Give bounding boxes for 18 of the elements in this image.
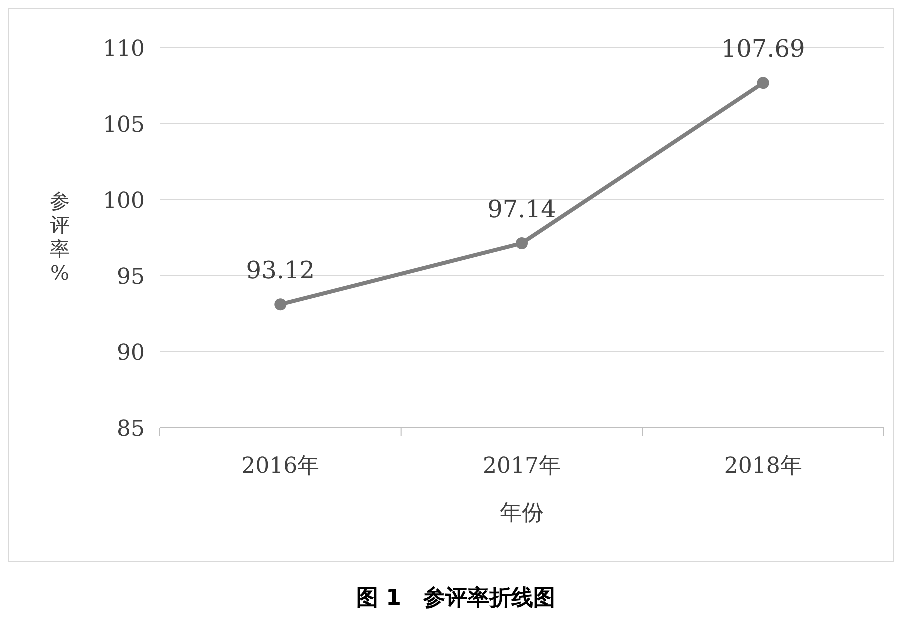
point	[757, 77, 770, 90]
y-tick-label: 110	[103, 37, 145, 62]
y-axis-title: 参评率%	[50, 189, 70, 285]
point	[274, 298, 287, 311]
data-label: 93.12	[246, 256, 316, 285]
x-tick-label: 2017年	[483, 454, 561, 479]
y-tick-label: 95	[117, 265, 145, 290]
y-tick-label: 85	[117, 417, 145, 442]
x-tick-label: 2016年	[242, 454, 320, 479]
caption: 图 1 参评率折线图	[356, 585, 556, 611]
point	[516, 237, 528, 250]
x-axis-title: 年份	[500, 501, 544, 526]
x-tick-label: 2018年	[724, 454, 802, 479]
y-tick-label: 105	[103, 113, 145, 138]
data-label: 97.14	[488, 195, 556, 224]
y-tick-label: 90	[117, 341, 145, 366]
data-label: 107.69	[721, 35, 806, 64]
y-tick-label: 100	[103, 189, 145, 214]
